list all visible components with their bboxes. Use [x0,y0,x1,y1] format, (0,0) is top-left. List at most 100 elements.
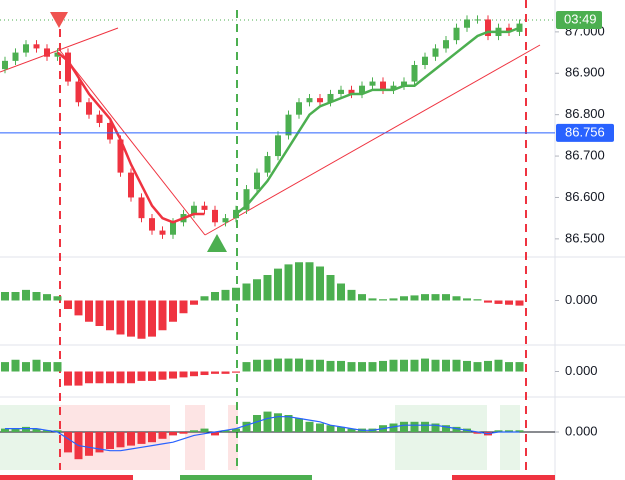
histogram-bar [242,283,251,301]
candle-body [401,81,407,86]
histogram-bar [515,362,524,372]
histogram-bar [284,415,293,432]
histogram-bar [410,421,419,432]
candle-body [422,56,428,65]
histogram-bar [85,432,93,456]
histogram-bar [368,298,377,301]
histogram-bar [494,300,503,304]
candle-body [359,85,365,94]
histogram-bar [1,428,9,432]
histogram-bar [106,300,114,331]
histogram-bar [22,289,30,301]
histogram-bar [473,432,482,434]
candle-body [369,81,376,86]
countdown-label: 03:49 [564,11,597,26]
histogram-bar [32,292,41,301]
histogram-bar [127,300,135,337]
histogram-bar [473,362,482,372]
histogram-bar [221,371,230,374]
histogram-bar [200,296,209,301]
histogram-bar [515,300,524,306]
histogram-bar [484,360,492,372]
histogram-bar [148,432,156,443]
candle-body [453,27,460,41]
candle-body [33,44,40,49]
histogram-bar [95,300,104,326]
candle-body [285,114,292,136]
histogram-bar [326,425,335,432]
candle-body [443,40,449,49]
candle-body [296,102,302,115]
histogram-bar [316,266,324,301]
indicator-line [5,416,520,452]
indicator-line [235,26,520,215]
histogram-bar [211,292,219,301]
histogram-bar [148,300,156,337]
candle-body [75,81,82,103]
zone-shade [500,405,520,470]
histogram-bar [442,359,450,372]
histogram-bar [505,362,513,372]
histogram-bar [32,428,41,432]
histogram-bar [505,300,513,305]
histogram-bar [232,371,240,373]
histogram-bar [179,432,188,434]
candle-body [243,189,250,210]
histogram-bar [337,426,345,432]
histogram-bar [53,430,62,432]
histogram-bar [127,432,135,446]
histogram-bar [326,275,335,301]
y-tick-label: 86.900 [565,65,605,80]
histogram-bar [169,432,177,436]
histogram-bar [305,262,314,301]
histogram-bar [1,362,9,372]
histogram-bar [85,300,93,322]
y-tick-label: 86.600 [565,189,605,204]
histogram-bar [368,362,377,372]
candle-body [411,64,418,82]
candle-body [44,48,50,57]
sell-marker [50,12,68,28]
histogram-bar [305,359,314,372]
histogram-bar [64,371,72,386]
histogram-bar [242,421,251,432]
histogram-bar [242,362,251,372]
histogram-bar [64,432,72,453]
histogram-bar [137,371,146,381]
candle-body [338,89,344,94]
histogram-bar [515,430,524,432]
candle-body [54,52,61,57]
histogram-bar [106,371,114,384]
y-tick-label: 0.000 [565,423,598,438]
histogram-bar [127,371,135,384]
histogram-bar [221,430,230,432]
indicator-line [56,51,205,224]
histogram-bar [190,371,198,377]
histogram-bar [232,287,240,301]
histogram-bar [316,423,324,432]
y-tick-label: 0.000 [565,363,598,378]
histogram-bar [274,413,282,432]
histogram-bar [158,300,167,331]
zone-shade [185,405,205,470]
histogram-bar [347,428,356,432]
histogram-bar [463,360,471,372]
y-tick-label: 86.800 [565,106,605,121]
histogram-bar [211,432,219,436]
histogram-bar [274,268,282,301]
zone-shade [395,405,487,470]
histogram-bar [358,294,366,301]
candle-body [117,139,124,173]
histogram-bar [295,358,303,372]
histogram-bar [410,359,419,372]
signal-strip [180,475,312,480]
histogram-bar [116,371,125,384]
histogram-bar [169,371,177,379]
candle-body [506,27,512,32]
price-badge-label: 86.756 [565,124,605,139]
histogram-bar [452,426,461,432]
histogram-bar [64,300,72,309]
histogram-bar [484,300,492,303]
